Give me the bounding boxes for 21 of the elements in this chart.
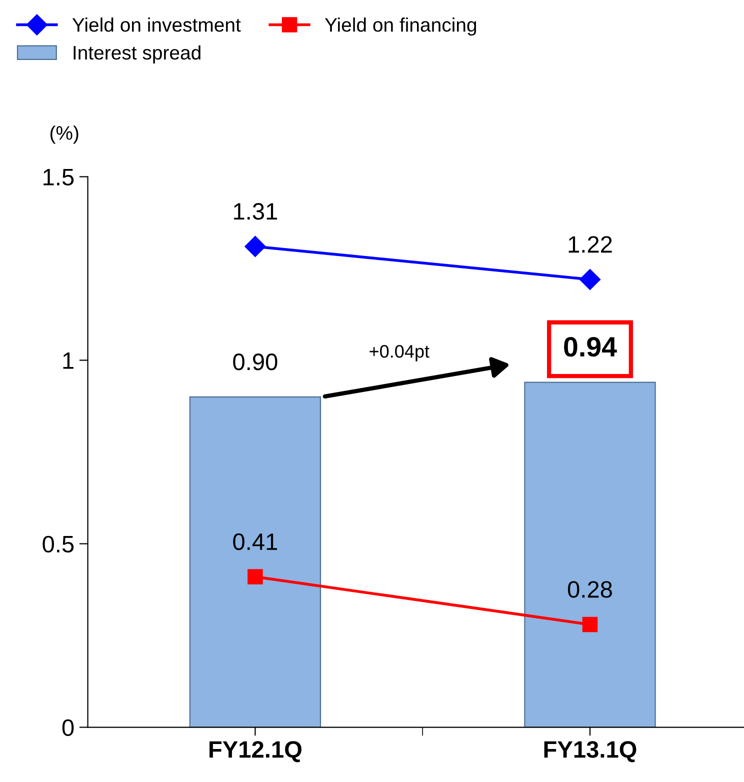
legend-label: Interest spread <box>74 45 200 64</box>
point <box>248 569 263 584</box>
data-label: 0.41 <box>233 533 278 550</box>
y-tick-label: 1.5 <box>44 169 74 186</box>
legend-label: Yield on investment <box>72 18 241 32</box>
x-tick-label: FY13.1Q <box>544 741 636 762</box>
data-label: 0.90 <box>233 354 278 370</box>
data-label: 1.31 <box>234 203 278 220</box>
y-tick-label: 0 <box>62 719 74 736</box>
point <box>579 268 601 290</box>
data-label: 1.22 <box>568 236 612 253</box>
legend-label: Yield on financing <box>324 18 476 36</box>
y-tick-label: 1 <box>63 352 74 369</box>
annotation: +0.04pt <box>370 344 430 362</box>
data-label: 0.94 <box>564 337 617 357</box>
x-tick-label: FY12.1Q <box>210 741 302 762</box>
data-label: 0.28 <box>568 581 612 598</box>
point <box>582 616 598 632</box>
y-axis-title: (%) <box>50 126 78 144</box>
point <box>244 236 266 257</box>
y-tick-label: 0.5 <box>42 536 74 553</box>
